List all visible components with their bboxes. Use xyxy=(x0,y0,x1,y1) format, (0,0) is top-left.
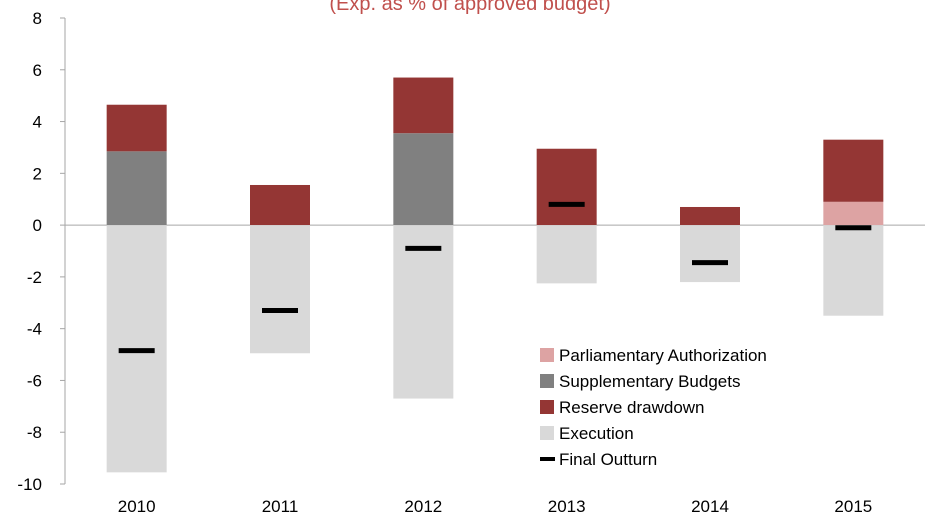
bars xyxy=(106,77,884,473)
x-tick-label: 2015 xyxy=(834,497,872,516)
bar-reserve-drawdown-2011 xyxy=(250,184,310,226)
legend: Parliamentary Authorization Supplementary… xyxy=(540,346,767,469)
x-tick-label: 2010 xyxy=(118,497,156,516)
bar-execution-2013 xyxy=(536,225,597,284)
legend-label-final-outturn: Final Outturn xyxy=(559,450,657,469)
y-axis-ticks: 8 6 4 2 0 -2 -4 -6 -8 -10 xyxy=(17,9,65,494)
y-tick-label: 0 xyxy=(33,216,42,235)
x-tick-label: 2013 xyxy=(548,497,586,516)
legend-swatch-execution xyxy=(540,426,554,440)
legend-label-reserve-drawdown: Reserve drawdown xyxy=(559,398,705,417)
chart-title: (Exp. as % of approved budget) xyxy=(329,0,610,15)
x-tick-label: 2014 xyxy=(691,497,729,516)
x-tick-label: 2012 xyxy=(404,497,442,516)
legend-label-parliamentary-authorization: Parliamentary Authorization xyxy=(559,346,767,365)
x-axis-ticks: 2010 2011 2012 2013 2014 2015 xyxy=(118,497,872,516)
bar-execution-2011 xyxy=(250,225,310,354)
y-tick-label: 2 xyxy=(33,164,42,183)
bar-execution-2014 xyxy=(680,225,740,283)
bar-supplementary-budgets-2010 xyxy=(106,151,167,226)
y-tick-label: -8 xyxy=(27,423,42,442)
final-outturn-markers xyxy=(118,201,872,354)
legend-swatch-reserve-drawdown xyxy=(540,400,554,414)
x-tick-label: 2011 xyxy=(262,497,299,516)
y-tick-label: -6 xyxy=(27,371,42,390)
y-tick-label: -4 xyxy=(27,320,42,339)
bar-reserve-drawdown-2013 xyxy=(536,148,597,226)
legend-label-execution: Execution xyxy=(559,424,634,443)
bar-parliamentary-authorization-2015 xyxy=(823,201,884,226)
legend-swatch-supplementary-budgets xyxy=(540,374,554,388)
legend-label-supplementary-budgets: Supplementary Budgets xyxy=(559,372,740,391)
bar-execution-2015 xyxy=(823,225,884,316)
bar-reserve-drawdown-2015 xyxy=(823,139,884,202)
y-tick-label: 4 xyxy=(33,113,42,132)
bar-execution-2012 xyxy=(393,225,454,399)
bar-reserve-drawdown-2010 xyxy=(106,104,167,152)
y-tick-label: -10 xyxy=(17,475,42,494)
y-tick-label: 6 xyxy=(33,61,42,80)
bar-reserve-drawdown-2014 xyxy=(680,206,740,226)
y-tick-label: -2 xyxy=(27,268,42,287)
legend-swatch-parliamentary-authorization xyxy=(540,348,554,362)
bar-supplementary-budgets-2012 xyxy=(393,133,454,226)
y-tick-label: 8 xyxy=(33,9,42,28)
bar-reserve-drawdown-2012 xyxy=(393,77,454,134)
